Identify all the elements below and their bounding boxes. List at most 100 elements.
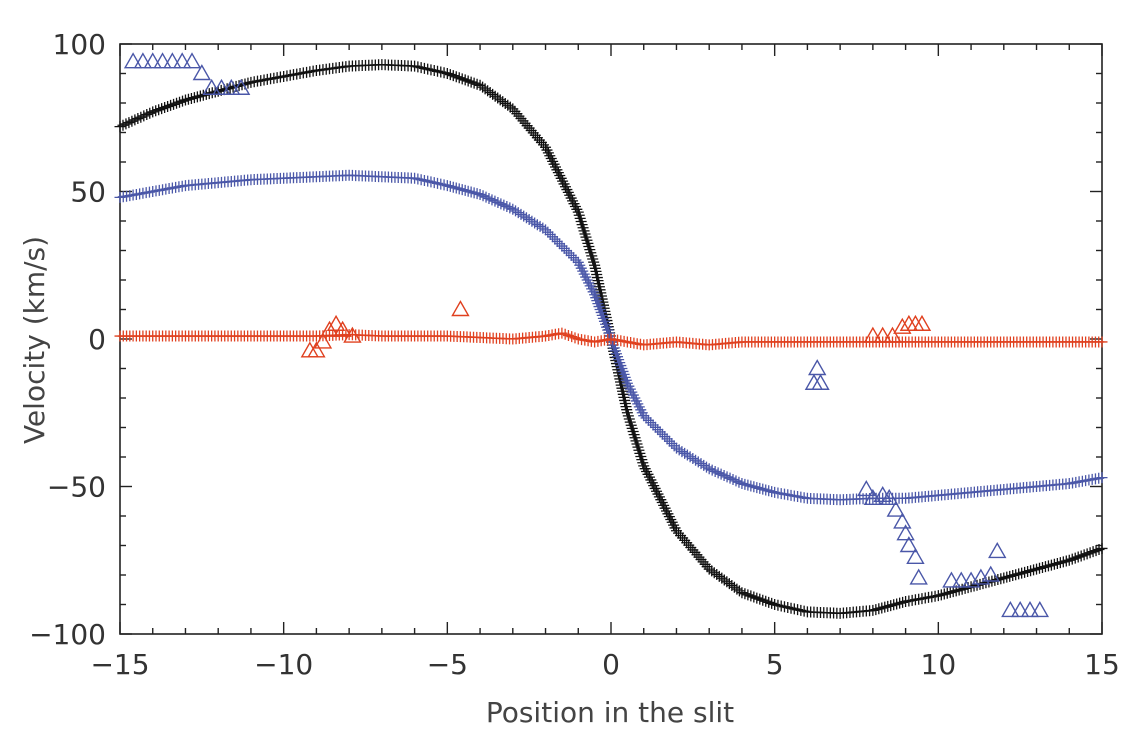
plus-marker bbox=[1093, 544, 1105, 556]
y-axis-title: Velocity (km/s) bbox=[18, 236, 51, 444]
plus-marker bbox=[135, 111, 147, 123]
plus-marker bbox=[703, 463, 715, 475]
plus-marker bbox=[480, 191, 492, 203]
series-blue-plus bbox=[114, 169, 1108, 506]
plus-marker bbox=[619, 371, 631, 383]
plus-marker bbox=[1072, 551, 1084, 563]
y-tick-label: 100 bbox=[53, 28, 106, 61]
x-tick-label: 10 bbox=[921, 648, 957, 681]
triangle-marker bbox=[981, 565, 1000, 582]
plus-marker bbox=[590, 292, 602, 304]
plus-marker bbox=[709, 465, 721, 477]
plus-marker bbox=[450, 71, 462, 83]
plus-marker bbox=[622, 410, 634, 422]
triangle-marker bbox=[182, 52, 202, 69]
plus-marker bbox=[589, 259, 601, 271]
plus-marker bbox=[578, 225, 590, 237]
y-tick-label: 50 bbox=[70, 176, 106, 209]
plus-marker bbox=[1084, 547, 1096, 559]
plus-marker bbox=[144, 107, 156, 119]
plus-marker bbox=[132, 113, 144, 125]
plus-marker bbox=[450, 182, 462, 194]
plus-marker bbox=[649, 421, 661, 433]
x-tick-label: −10 bbox=[254, 648, 313, 681]
plus-marker bbox=[459, 184, 471, 196]
plus-marker bbox=[627, 425, 639, 437]
plus-marker bbox=[587, 286, 599, 298]
plus-marker bbox=[593, 281, 605, 293]
plus-marker bbox=[876, 602, 888, 614]
plus-marker bbox=[663, 511, 675, 523]
series-red-triangles bbox=[300, 300, 932, 358]
plus-marker bbox=[1048, 558, 1060, 570]
plus-marker bbox=[602, 324, 614, 336]
plus-marker bbox=[462, 185, 474, 197]
y-tick-label: 0 bbox=[88, 323, 106, 356]
plus-marker bbox=[712, 467, 724, 479]
x-axis-title: Position in the slit bbox=[486, 696, 734, 729]
plus-marker bbox=[629, 392, 641, 404]
plus-marker bbox=[188, 92, 200, 104]
plus-marker bbox=[944, 586, 956, 598]
triangle-marker bbox=[222, 78, 241, 95]
triangle-marker bbox=[163, 52, 182, 69]
plus-marker bbox=[1096, 336, 1108, 348]
plus-marker bbox=[1081, 548, 1093, 560]
triangle-marker bbox=[313, 332, 333, 349]
triangle-marker bbox=[123, 52, 143, 69]
plus-marker bbox=[594, 304, 606, 315]
plus-marker bbox=[748, 591, 760, 603]
plus-marker bbox=[584, 244, 596, 256]
triangle-marker bbox=[153, 52, 172, 69]
plus-marker bbox=[760, 484, 772, 496]
plus-marker bbox=[610, 348, 622, 360]
plus-marker bbox=[742, 589, 754, 601]
triangle-marker bbox=[863, 326, 883, 343]
plus-marker bbox=[621, 407, 633, 419]
plus-marker bbox=[1066, 553, 1078, 565]
plus-marker bbox=[1090, 545, 1102, 557]
plus-marker bbox=[593, 278, 605, 290]
plus-marker bbox=[557, 175, 569, 187]
plus-marker bbox=[447, 181, 459, 193]
plus-marker bbox=[736, 587, 748, 599]
plus-marker bbox=[120, 118, 132, 130]
plus-marker bbox=[589, 262, 601, 274]
plus-marker bbox=[465, 76, 477, 88]
plus-marker bbox=[1007, 570, 1019, 582]
plus-marker bbox=[661, 505, 673, 517]
plus-marker bbox=[615, 360, 627, 372]
plus-marker bbox=[754, 593, 766, 605]
plus-marker bbox=[551, 235, 563, 247]
plus-marker bbox=[571, 203, 583, 215]
plus-marker bbox=[498, 199, 510, 211]
plus-marker bbox=[559, 181, 571, 193]
triangle-marker bbox=[1001, 600, 1020, 618]
plus-marker bbox=[1069, 552, 1081, 564]
triangle-marker bbox=[212, 78, 231, 95]
triangle-marker bbox=[343, 326, 362, 343]
plus-marker bbox=[580, 271, 592, 283]
plus-marker bbox=[609, 345, 621, 357]
plus-marker bbox=[766, 486, 778, 498]
plus-marker bbox=[727, 474, 739, 486]
plus-marker bbox=[495, 198, 507, 210]
plus-marker bbox=[745, 590, 757, 602]
plus-marker bbox=[668, 519, 680, 531]
plus-marker bbox=[159, 102, 171, 114]
triangle-marker bbox=[333, 320, 352, 337]
plus-marker bbox=[1016, 567, 1028, 579]
plus-marker bbox=[597, 312, 609, 324]
plus-marker bbox=[739, 588, 751, 600]
plus-marker bbox=[665, 513, 677, 525]
plus-marker bbox=[590, 265, 602, 277]
plus-marker bbox=[635, 404, 647, 416]
plus-marker bbox=[561, 245, 573, 257]
plus-marker bbox=[465, 186, 477, 198]
plus-marker bbox=[197, 89, 209, 101]
plus-marker bbox=[760, 595, 772, 607]
plus-marker bbox=[548, 158, 560, 170]
plus-marker bbox=[613, 354, 625, 366]
plus-marker bbox=[619, 398, 631, 410]
plus-marker bbox=[596, 309, 608, 321]
